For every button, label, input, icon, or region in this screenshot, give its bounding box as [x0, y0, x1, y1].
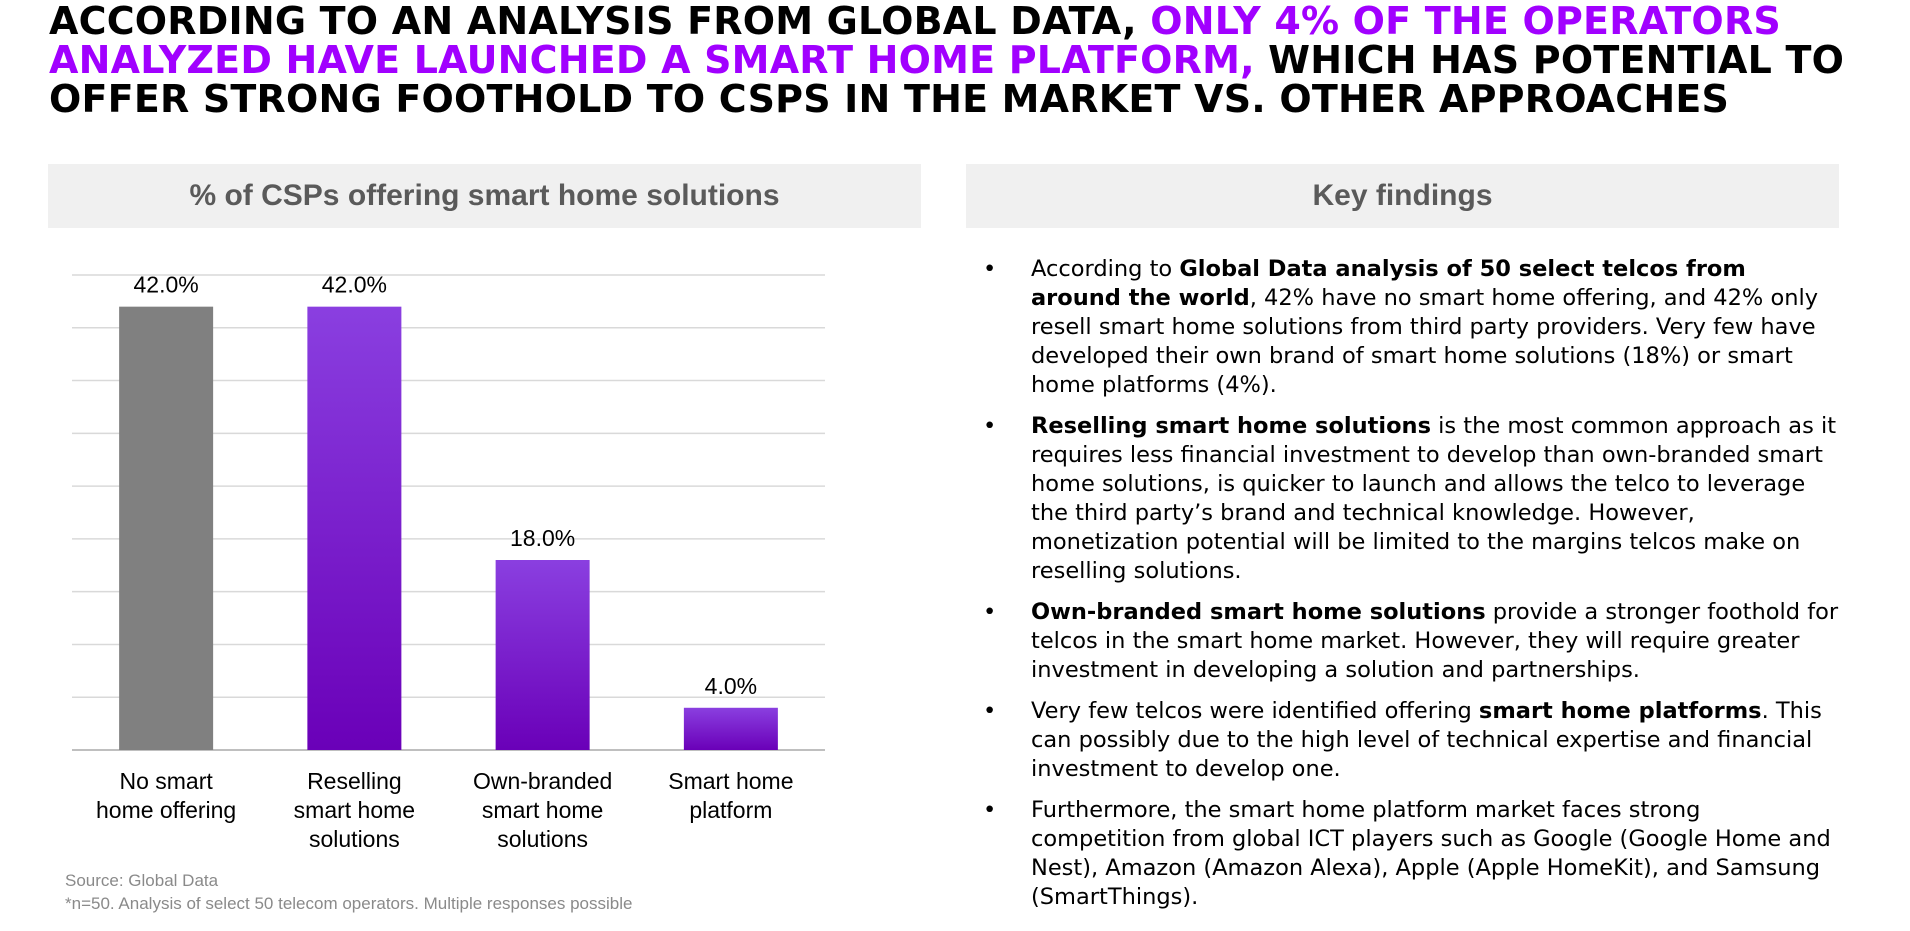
headline-part2: which has potential to offer strong foot…	[49, 38, 1845, 121]
finding-prefix: Very few telcos were identified offering	[1031, 698, 1479, 724]
bar	[495, 560, 590, 750]
finding-prefix: Furthermore, the smart home platform mar…	[1031, 797, 1831, 910]
category-label: Own-branded smart home solutions	[473, 768, 612, 852]
source-note: Source: Global Data *n=50. Analysis of s…	[65, 869, 632, 915]
headline: According to an analysis from Global Dat…	[49, 2, 1889, 119]
finding-item: Very few telcos were identified offering…	[981, 697, 1841, 784]
headline-highlight: only 4% of the operators analyzed have l…	[49, 0, 1781, 82]
findings-list: According to Global Data analysis of 50 …	[981, 255, 1841, 924]
finding-item: Own-branded smart home solutions provide…	[981, 598, 1841, 685]
data-label: 42.0%	[134, 272, 199, 298]
finding-bold: Global Data analysis of 50 select telcos…	[1031, 256, 1746, 311]
source-line: Source: Global Data	[65, 871, 219, 890]
category-label: Reselling smart home solutions	[294, 768, 415, 852]
data-label: 18.0%	[510, 525, 575, 551]
chart-panel-header: % of CSPs offering smart home solutions	[48, 164, 921, 228]
category-label: No smart home offering	[96, 768, 236, 823]
finding-bold: Reselling smart home solutions	[1031, 413, 1431, 439]
data-label: 42.0%	[322, 272, 387, 298]
sample-note: *n=50. Analysis of select 50 telecom ope…	[65, 894, 633, 913]
findings-panel-header: Key findings	[966, 164, 1839, 228]
finding-bold: Own-branded smart home solutions	[1031, 599, 1486, 625]
finding-item: Reselling smart home solutions is the mo…	[981, 412, 1841, 586]
bar	[119, 306, 214, 750]
bar	[307, 306, 402, 750]
finding-bold: smart home platforms	[1478, 698, 1762, 724]
finding-item: According to Global Data analysis of 50 …	[981, 255, 1841, 400]
finding-item: Furthermore, the smart home platform mar…	[981, 796, 1841, 912]
finding-text: provide a stronger foothold for telcos i…	[1031, 599, 1839, 683]
headline-part1: According to an analysis from Global Dat…	[49, 0, 1151, 43]
category-label: Smart home platform	[668, 768, 793, 823]
finding-text: , 42% have no smart home offering, and 4…	[1031, 285, 1819, 398]
bar	[683, 707, 778, 750]
finding-text: is the most common approach as it requir…	[1031, 413, 1837, 584]
chart-panel-title: % of CSPs offering smart home solutions	[189, 179, 780, 212]
finding-text: . This can possibly due to the high leve…	[1031, 698, 1822, 782]
findings-panel-title: Key findings	[1312, 179, 1493, 212]
bar-chart: 42.0% No smart home offering 42.0% Reselling…	[72, 272, 825, 852]
data-label: 4.0%	[705, 673, 757, 699]
finding-prefix: According to	[1031, 256, 1180, 282]
